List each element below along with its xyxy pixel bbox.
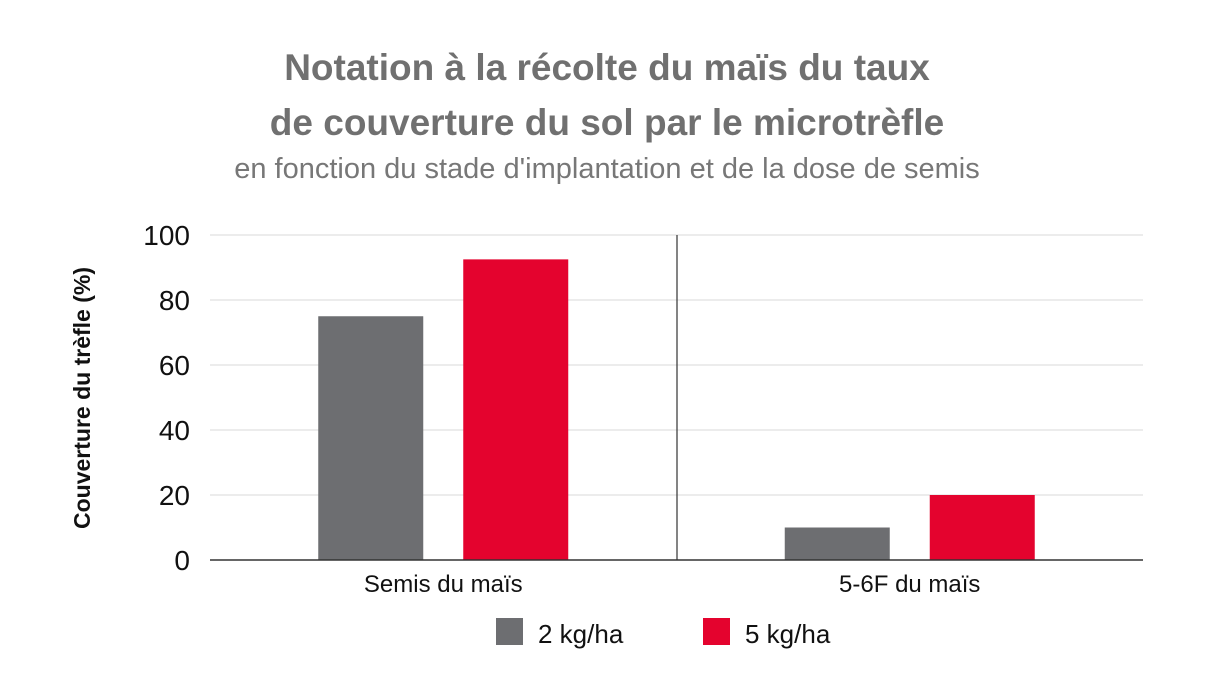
- bar-2-1: [463, 259, 569, 560]
- axes: [210, 235, 1143, 561]
- x-axis-categories: Semis du maïs 5-6F du maïs: [364, 571, 981, 598]
- legend-swatch: [496, 618, 523, 645]
- bars: [318, 259, 1035, 560]
- y-axis-label: Couverture du trèfle (%): [69, 267, 95, 529]
- bar-1-1: [318, 316, 424, 560]
- y-tick-label: 40: [159, 415, 190, 446]
- chart-subtitle: en fonction du stade d'implantation et d…: [234, 153, 980, 185]
- y-axis-ticks: 0 20 40 60 80 100: [143, 220, 190, 576]
- legend-swatch: [703, 618, 730, 645]
- y-tick-label: 100: [143, 220, 190, 251]
- y-tick-label: 80: [159, 285, 190, 316]
- y-tick-label: 60: [159, 350, 190, 381]
- bar-1-2: [784, 527, 890, 560]
- y-tick-label: 0: [174, 545, 190, 576]
- bar-2-2: [929, 495, 1035, 560]
- legend-label: 5 kg/ha: [745, 619, 831, 649]
- x-category-label: Semis du maïs: [364, 571, 523, 598]
- chart-title-line-1: Notation à la récolte du maïs du taux: [284, 47, 930, 88]
- legend: 2 kg/ha 5 kg/ha: [496, 618, 831, 649]
- chart-title-line-2: de couverture du sol par le microtrèfle: [270, 102, 944, 143]
- legend-label: 2 kg/ha: [538, 619, 624, 649]
- x-category-label: 5-6F du maïs: [839, 571, 980, 598]
- y-tick-label: 20: [159, 480, 190, 511]
